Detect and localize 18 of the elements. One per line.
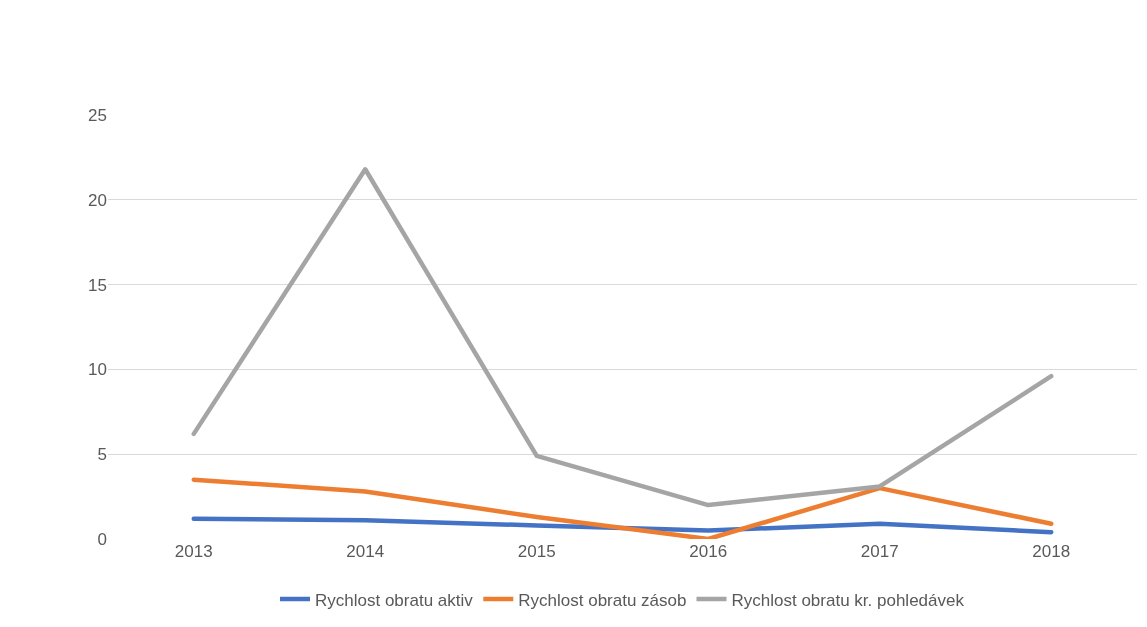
- x-tick-label: 2015: [517, 542, 556, 561]
- x-tick-label: 2018: [1032, 542, 1071, 561]
- y-tick-label: 15: [88, 275, 107, 295]
- x-tick-label: 2016: [689, 542, 728, 561]
- y-tick-label: 25: [88, 105, 107, 125]
- legend-label: Rychlost obratu aktiv: [315, 590, 474, 610]
- y-tick-label: 20: [88, 190, 107, 210]
- x-tick-label: 2013: [174, 542, 213, 561]
- x-tick-label: 2014: [346, 542, 385, 561]
- legend-label: Rychlost obratu zásob: [518, 590, 687, 610]
- y-tick-label: 0: [97, 529, 107, 549]
- y-tick-label: 5: [97, 445, 107, 465]
- y-tick-label: 10: [88, 360, 107, 380]
- line-series: [191, 516, 1054, 535]
- line-series: [191, 167, 1054, 508]
- x-tick-label: 2017: [860, 542, 899, 561]
- legend-label: Rychlost obratu kr. pohledávek: [731, 590, 965, 610]
- line-series: [191, 477, 1054, 539]
